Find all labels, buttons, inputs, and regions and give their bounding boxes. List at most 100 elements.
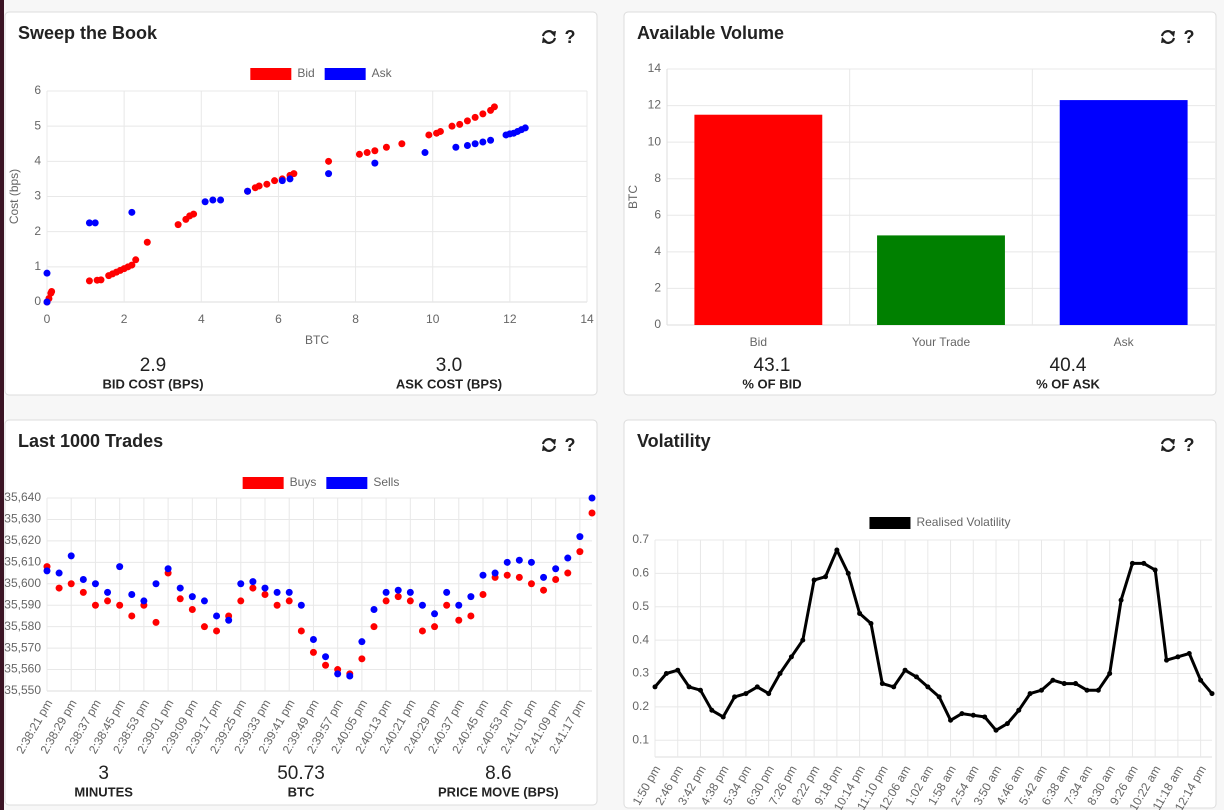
point [925,684,931,690]
stat-caption: PRICE MOVE (BPS) [438,784,559,799]
point [85,219,93,227]
y-tick-label: 6 [34,83,41,97]
point [443,601,451,609]
point [255,182,263,190]
point [91,580,99,588]
y-tick-label: 4 [654,244,661,258]
point [743,691,749,697]
point [382,597,390,605]
point [891,684,897,690]
point [1175,654,1181,660]
point [188,593,196,601]
y-tick-label: 0.2 [632,699,649,713]
refresh-arrow[interactable] [542,31,556,43]
point [200,623,208,631]
y-tick-label: 35,610 [4,555,41,569]
point [322,661,330,669]
point [576,548,584,556]
y-tick-label: 10 [648,134,662,148]
stat-caption: BTC [288,784,315,799]
stat-value: 3.0 [436,355,462,376]
point [382,143,390,151]
y-tick-label: 35,620 [4,533,41,547]
point [132,256,140,264]
point [1027,691,1033,697]
point [948,717,954,723]
point [43,269,51,277]
point [463,117,471,125]
x-axis-label: BTC [305,333,329,347]
point [471,140,479,148]
y-tick-label: 35,550 [4,683,41,697]
point [213,627,221,635]
legend-swatch [250,68,292,80]
point [261,591,269,598]
bar [1059,100,1188,325]
point [67,552,75,560]
point [176,584,184,592]
refresh-arrow[interactable] [1161,31,1175,43]
point [777,671,783,677]
point [200,597,208,605]
point [720,714,726,720]
point [55,584,63,592]
point [143,238,151,246]
help-button[interactable]: ? [1184,435,1195,455]
point [128,261,136,269]
point [237,597,245,605]
x-tick-label: Bid [750,335,767,349]
point [1141,560,1147,566]
point [290,170,298,178]
refresh-arrow[interactable] [1161,439,1175,451]
point [1061,681,1067,687]
refresh-button[interactable] [541,30,557,44]
legend-label: Ask [372,66,393,80]
panel [4,11,598,396]
point [213,612,221,620]
point [448,122,456,130]
point [982,714,988,720]
point [487,136,495,144]
point [479,138,487,146]
x-tick-label: 10 [426,312,440,326]
stat-value: 2.9 [140,355,166,376]
help-button[interactable]: ? [565,435,576,455]
point [1038,687,1044,693]
point [225,616,233,624]
refresh-arrow[interactable] [542,439,556,451]
panel [4,419,598,806]
point [588,494,596,502]
stat-value: 43.1 [754,355,791,376]
point [452,143,460,151]
point [456,120,464,128]
help-button[interactable]: ? [565,27,576,47]
point [285,588,293,596]
point [1084,687,1090,693]
x-tick-label: 4 [198,312,205,326]
point [1129,560,1135,566]
point [552,565,560,573]
legend-label: Buys [290,475,317,489]
y-tick-label: 35,560 [4,662,41,676]
refresh-button[interactable] [1160,30,1176,44]
point [394,593,402,601]
point [503,571,511,579]
x-tick-label: 6 [275,312,282,326]
point [697,687,703,693]
point [868,620,874,626]
y-tick-label: 35,640 [4,490,41,504]
point [479,110,487,118]
point [128,612,136,620]
point [1152,567,1158,573]
y-tick-label: 35,580 [4,619,41,633]
y-tick-label: 2 [654,281,661,295]
point [91,219,99,227]
y-tick-label: 5 [34,118,41,132]
point [1050,677,1056,683]
point [467,593,475,601]
help-button[interactable]: ? [1184,27,1195,47]
point [902,667,908,673]
refresh-button[interactable] [1160,438,1176,452]
refresh-button[interactable] [541,438,557,452]
stat-value: 3 [98,763,109,784]
